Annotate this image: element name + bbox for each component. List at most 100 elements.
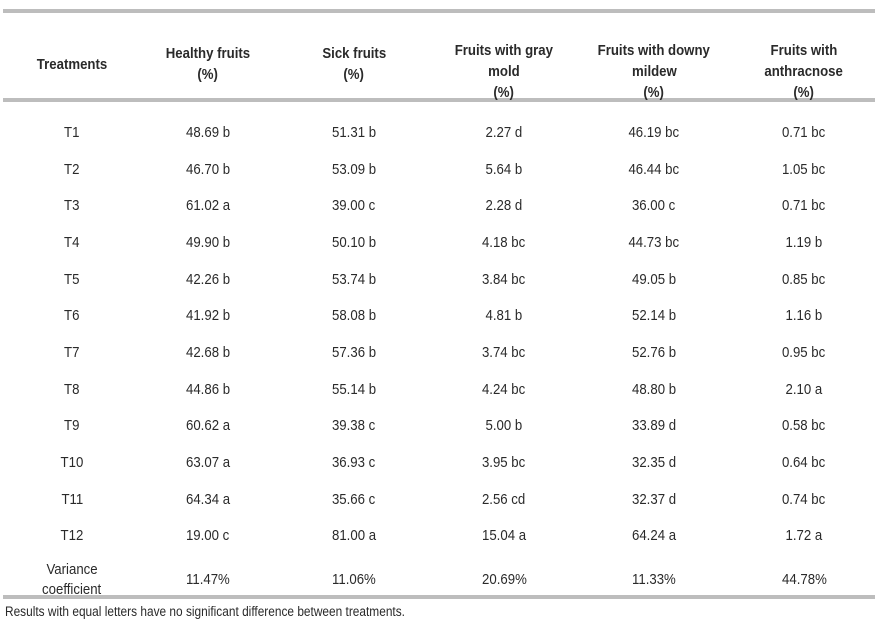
value-cell: 64.24 a: [631, 527, 677, 545]
value-cell: 44.73 bc: [628, 233, 680, 251]
value-cell: 49.90 b: [185, 233, 231, 251]
value-cell: 3.84 bc: [482, 270, 526, 288]
value-cell: 58.08 b: [331, 307, 377, 325]
header-line: mildew: [631, 62, 677, 80]
value-cell: 5.64 b: [485, 160, 523, 178]
table-row: T5 42.26 b 53.74 b 3.84 bc 49.05 b 0.85 bc: [3, 261, 875, 298]
value-cell: 3.95 bc: [482, 454, 526, 472]
treatment-cell: T3: [64, 197, 80, 215]
value-cell: 0.74 bc: [782, 490, 826, 508]
column-header: Healthy fruits (%): [141, 14, 275, 114]
top-rule: [3, 9, 875, 13]
table-row: T1 48.69 b 51.31 b 2.27 d 46.19 bc 0.71 bc: [3, 114, 875, 151]
value-cell: 52.76 b: [631, 343, 677, 361]
results-table: Treatments Healthy fruits (%) Sick fruits (%…: [3, 14, 875, 606]
value-cell: 0.64 bc: [782, 454, 826, 472]
table-row: T9 60.62 a 39.38 c 5.00 b 33.89 d 0.58 bc: [3, 408, 875, 445]
column-header: Treatments: [3, 14, 141, 114]
value-cell: 0.95 bc: [782, 343, 826, 361]
header-line: mold: [488, 62, 520, 80]
value-cell: 32.37 d: [631, 490, 677, 508]
value-cell: 51.31 b: [331, 123, 377, 141]
variance-coefficient-row: Variance coefficient 11.47% 11.06% 20.69% 11.…: [3, 554, 875, 606]
value-cell: 4.18 bc: [482, 233, 526, 251]
value-cell: 15.04 a: [481, 527, 527, 545]
variance-value: 11.47%: [186, 571, 230, 589]
bottom-rule: [3, 595, 875, 599]
header-line: (%): [643, 83, 665, 101]
value-cell: 0.58 bc: [782, 417, 826, 435]
value-cell: 48.69 b: [185, 123, 231, 141]
header-line: (%): [197, 66, 219, 83]
value-cell: 3.74 bc: [482, 343, 526, 361]
value-cell: 46.44 bc: [628, 160, 680, 178]
column-header: Fruits with anthracnose (%): [733, 14, 875, 114]
value-cell: 81.00 a: [331, 527, 377, 545]
value-cell: 60.62 a: [185, 417, 231, 435]
value-cell: 0.85 bc: [782, 270, 826, 288]
value-cell: 4.24 bc: [482, 380, 526, 398]
value-cell: 44.86 b: [185, 380, 231, 398]
value-cell: 39.38 c: [332, 417, 376, 435]
treatment-cell: T1: [64, 123, 80, 141]
variance-label: Variance coefficient: [42, 561, 102, 599]
header-line: (%): [343, 66, 365, 83]
treatment-cell: T9: [64, 417, 80, 435]
header-line: (%): [493, 83, 515, 101]
value-cell: 50.10 b: [331, 233, 377, 251]
table-row: T10 63.07 a 36.93 c 3.95 bc 32.35 d 0.64 bc: [3, 444, 875, 481]
value-cell: 0.71 bc: [782, 123, 826, 141]
value-cell: 57.36 b: [331, 343, 377, 361]
value-cell: 36.93 c: [332, 454, 376, 472]
table-row: T4 49.90 b 50.10 b 4.18 bc 44.73 bc 1.19 b: [3, 224, 875, 261]
value-cell: 2.27 d: [485, 123, 523, 141]
column-header: Sick fruits (%): [275, 14, 433, 114]
value-cell: 2.28 d: [485, 197, 523, 215]
treatment-cell: T4: [64, 233, 80, 251]
column-header: Fruits with gray mold (%): [433, 14, 575, 114]
header-line: anthracnose: [764, 62, 844, 80]
treatment-cell: T7: [64, 343, 80, 361]
variance-value: 11.33%: [632, 571, 676, 589]
header-line: Treatments: [36, 55, 108, 73]
value-cell: 35.66 c: [332, 490, 376, 508]
value-cell: 48.80 b: [631, 380, 677, 398]
header-line: (%): [793, 83, 815, 101]
table-row: T7 42.68 b 57.36 b 3.74 bc 52.76 b 0.95 bc: [3, 334, 875, 371]
value-cell: 1.19 b: [785, 233, 823, 251]
treatment-cell: T11: [61, 490, 83, 508]
value-cell: 63.07 a: [185, 454, 231, 472]
value-cell: 32.35 d: [631, 454, 677, 472]
value-cell: 64.34 a: [185, 490, 231, 508]
header-line: Healthy fruits: [165, 45, 251, 62]
table-row: T8 44.86 b 55.14 b 4.24 bc 48.80 b 2.10 a: [3, 371, 875, 408]
value-cell: 2.56 cd: [482, 490, 526, 508]
variance-value: 20.69%: [481, 571, 527, 589]
treatment-cell: T10: [60, 454, 84, 472]
value-cell: 42.26 b: [185, 270, 231, 288]
value-cell: 46.19 bc: [628, 123, 680, 141]
value-cell: 49.05 b: [631, 270, 677, 288]
value-cell: 1.72 a: [785, 527, 823, 545]
variance-value: 44.78%: [781, 571, 827, 589]
value-cell: 1.16 b: [785, 307, 823, 325]
treatment-cell: T8: [64, 380, 80, 398]
column-header: Fruits with downy mildew (%): [575, 14, 733, 114]
header-line: Sick fruits: [322, 45, 386, 62]
treatment-cell: T6: [64, 307, 80, 325]
value-cell: 39.00 c: [332, 197, 376, 215]
table-row: T11 64.34 a 35.66 c 2.56 cd 32.37 d 0.74 bc: [3, 481, 875, 518]
header-rule: [3, 98, 875, 102]
table-row: T6 41.92 b 58.08 b 4.81 b 52.14 b 1.16 b: [3, 297, 875, 334]
value-cell: 1.05 bc: [782, 160, 826, 178]
value-cell: 4.81 b: [485, 307, 523, 325]
variance-value: 11.06%: [332, 571, 376, 589]
value-cell: 46.70 b: [185, 160, 231, 178]
value-cell: 55.14 b: [331, 380, 377, 398]
value-cell: 36.00 c: [632, 197, 676, 215]
header-line: Fruits with downy: [597, 41, 711, 59]
table-footnote: Results with equal letters have no signi…: [5, 604, 405, 619]
treatment-cell: T2: [64, 160, 80, 178]
value-cell: 53.09 b: [331, 160, 377, 178]
value-cell: 5.00 b: [485, 417, 523, 435]
